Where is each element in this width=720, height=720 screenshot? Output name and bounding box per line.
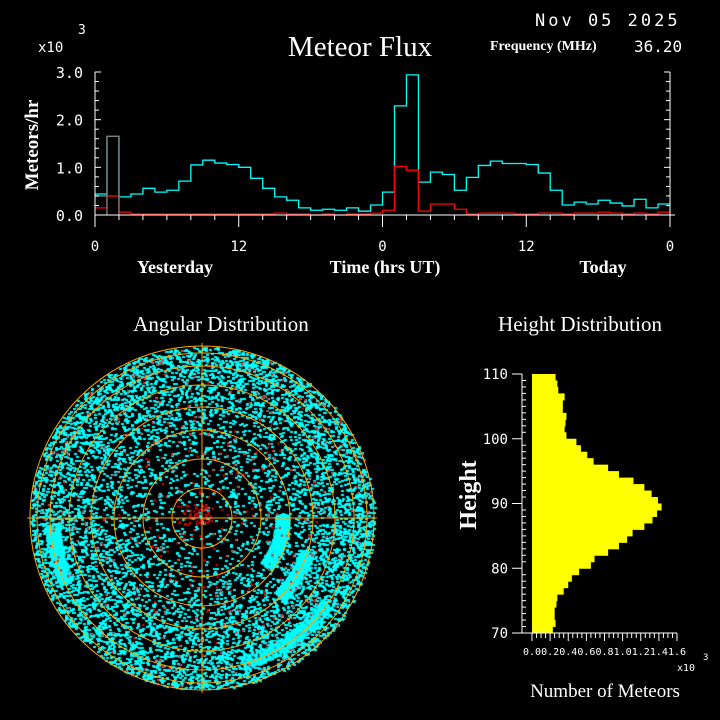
height-x-tick-label: 0.6 (577, 647, 595, 658)
height-y-tick-label: 100 (483, 432, 508, 448)
flux-xlabel: Time (hrs UT) (330, 257, 441, 278)
flux-chart: 0.0 1.0 2.0 3.0 0 12 0 12 0 (56, 64, 675, 255)
height-bar (532, 503, 662, 511)
height-y-tick-label: 80 (491, 561, 508, 577)
height-bar (532, 438, 577, 446)
height-bar (532, 548, 609, 556)
height-bar (532, 581, 569, 589)
height-bar (532, 419, 566, 427)
flux-y-tick-label: 0.0 (56, 207, 83, 225)
height-bar (532, 587, 564, 595)
height-y-tick-label: 90 (491, 497, 508, 513)
height-bar (532, 626, 553, 634)
height-bar (532, 484, 645, 492)
height-bar (532, 600, 557, 608)
date-label: Nov 05 2025 (535, 11, 681, 31)
height-y-tick-label: 70 (491, 626, 508, 642)
height-bar (532, 399, 563, 407)
flux-y-tick-label: 3.0 (56, 64, 83, 82)
height-y-tick-label: 110 (483, 367, 508, 383)
height-x-tick-label: 0.2 (541, 647, 559, 658)
height-bar (532, 497, 658, 504)
frequency-label: Frequency (MHz) (490, 39, 597, 54)
height-x-tick-label: 1.0 (614, 647, 632, 658)
height-x-tick-label: 1.6 (668, 647, 686, 658)
flux-series-0 (95, 74, 670, 212)
height-title: Height Distribution (498, 312, 662, 336)
height-bar (532, 490, 652, 498)
flux-ylabel: Meteors/hr (22, 99, 43, 190)
height-bar (532, 432, 567, 440)
flux-x-tick-label: 0 (378, 239, 386, 255)
flux-x-tick-label: 12 (230, 239, 247, 255)
height-x-tick-label: 1.4 (650, 647, 668, 658)
yesterday-label: Yesterday (137, 257, 213, 277)
height-bar (532, 386, 559, 394)
height-bar (532, 425, 565, 433)
height-bar (532, 464, 609, 472)
flux-x-tick-label: 0 (91, 239, 99, 255)
height-bar (532, 522, 645, 530)
height-xlabel: Number of Meteors (530, 681, 680, 702)
height-bar (532, 458, 594, 466)
polar-grid (27, 343, 377, 693)
height-bar (532, 451, 588, 459)
height-bar (532, 393, 565, 401)
flux-series-1 (95, 165, 670, 216)
height-bar (532, 535, 628, 543)
flux-y-tick-label: 2.0 (56, 112, 83, 130)
height-ylabel: Height (456, 460, 482, 529)
height-bar (532, 574, 572, 582)
page-title: Meteor Flux (288, 31, 433, 63)
angular-title: Angular Distribution (133, 312, 309, 336)
height-bar (532, 594, 558, 602)
height-chart: 70 80 90 100 110 0.0 0.2 0.4 0.6 0.8 1.0 1.2 1.4 1.6 (483, 367, 686, 658)
height-bar (532, 477, 634, 485)
height-bar (532, 406, 563, 414)
height-bar (532, 561, 591, 569)
height-bar (532, 607, 555, 615)
height-xscale-label: x10 (677, 663, 695, 674)
height-bar (532, 555, 595, 563)
height-bar (532, 412, 567, 420)
height-bar (532, 509, 658, 517)
height-bar (532, 445, 581, 453)
frequency-value: 36.20 (634, 37, 682, 56)
height-bar (532, 516, 653, 524)
today-label: Today (579, 257, 626, 277)
height-bar (532, 620, 556, 628)
flux-x-tick-label: 0 (666, 239, 674, 255)
flux-yscale-exp: 3 (78, 23, 86, 38)
height-bar (532, 380, 558, 388)
height-bar (532, 529, 633, 537)
height-bar (532, 568, 580, 576)
height-bar (532, 613, 555, 621)
flux-x-tick-label: 12 (518, 239, 535, 255)
height-x-tick-label: 0.0 (523, 647, 541, 658)
height-x-tick-label: 0.8 (595, 647, 613, 658)
height-bar (532, 374, 556, 381)
height-x-tick-label: 0.4 (559, 647, 577, 658)
flux-yscale-label: x10 (38, 40, 63, 56)
height-bar (532, 542, 619, 550)
height-xscale-exp: 3 (703, 653, 708, 663)
flux-y-tick-label: 1.0 (56, 159, 83, 177)
height-x-tick-label: 1.2 (632, 647, 650, 658)
height-bar (532, 471, 619, 479)
